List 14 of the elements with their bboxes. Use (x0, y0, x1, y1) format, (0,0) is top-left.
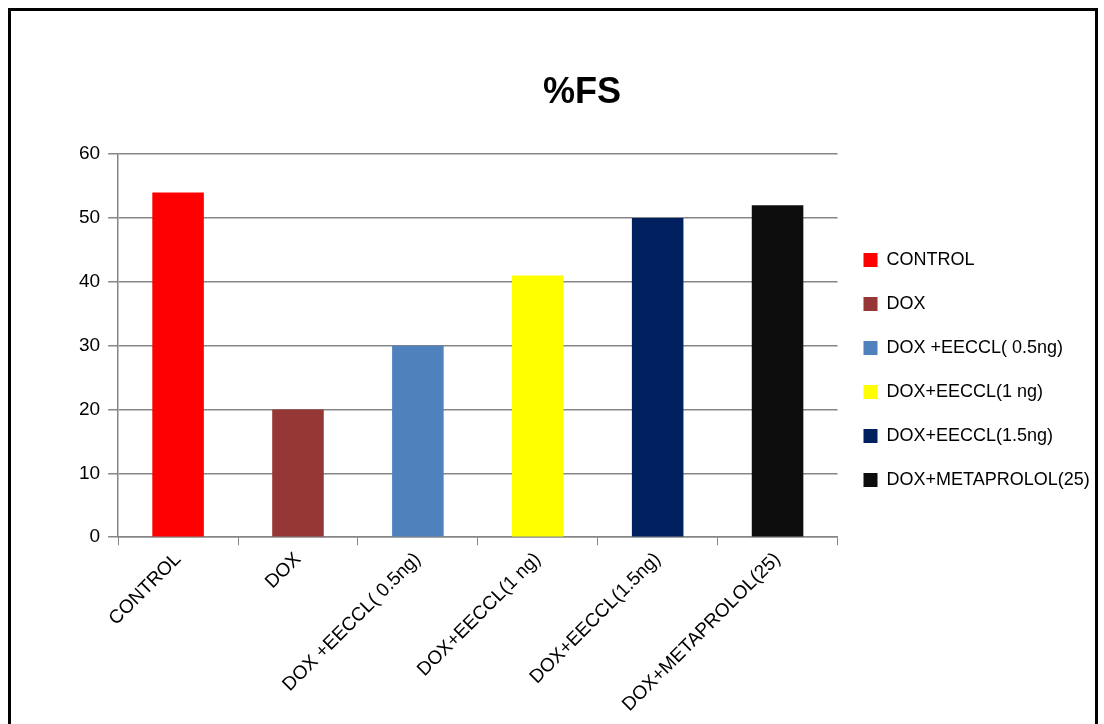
y-tick-label: 20 (78, 397, 101, 419)
y-tick-label: 30 (78, 333, 101, 355)
y-tick-label: 40 (78, 270, 101, 292)
y-tick-label: 10 (78, 461, 101, 483)
y-tick-label: 60 (78, 142, 101, 164)
legend-label: DOX+EECCL(1.5ng) (886, 424, 1054, 445)
legend-label: DOX+EECCL(1 ng) (886, 380, 1044, 401)
legend-label: DOX+METAPROLOL(25) (886, 468, 1090, 489)
y-tick-label: 50 (78, 206, 101, 228)
legend-label: CONTROL (886, 248, 975, 269)
legend-label: DOX (886, 292, 926, 313)
y-tick-label: 0 (89, 525, 101, 547)
chart-title: %FS (542, 69, 622, 111)
legend-label: DOX +EECCL( 0.5ng) (886, 336, 1064, 357)
